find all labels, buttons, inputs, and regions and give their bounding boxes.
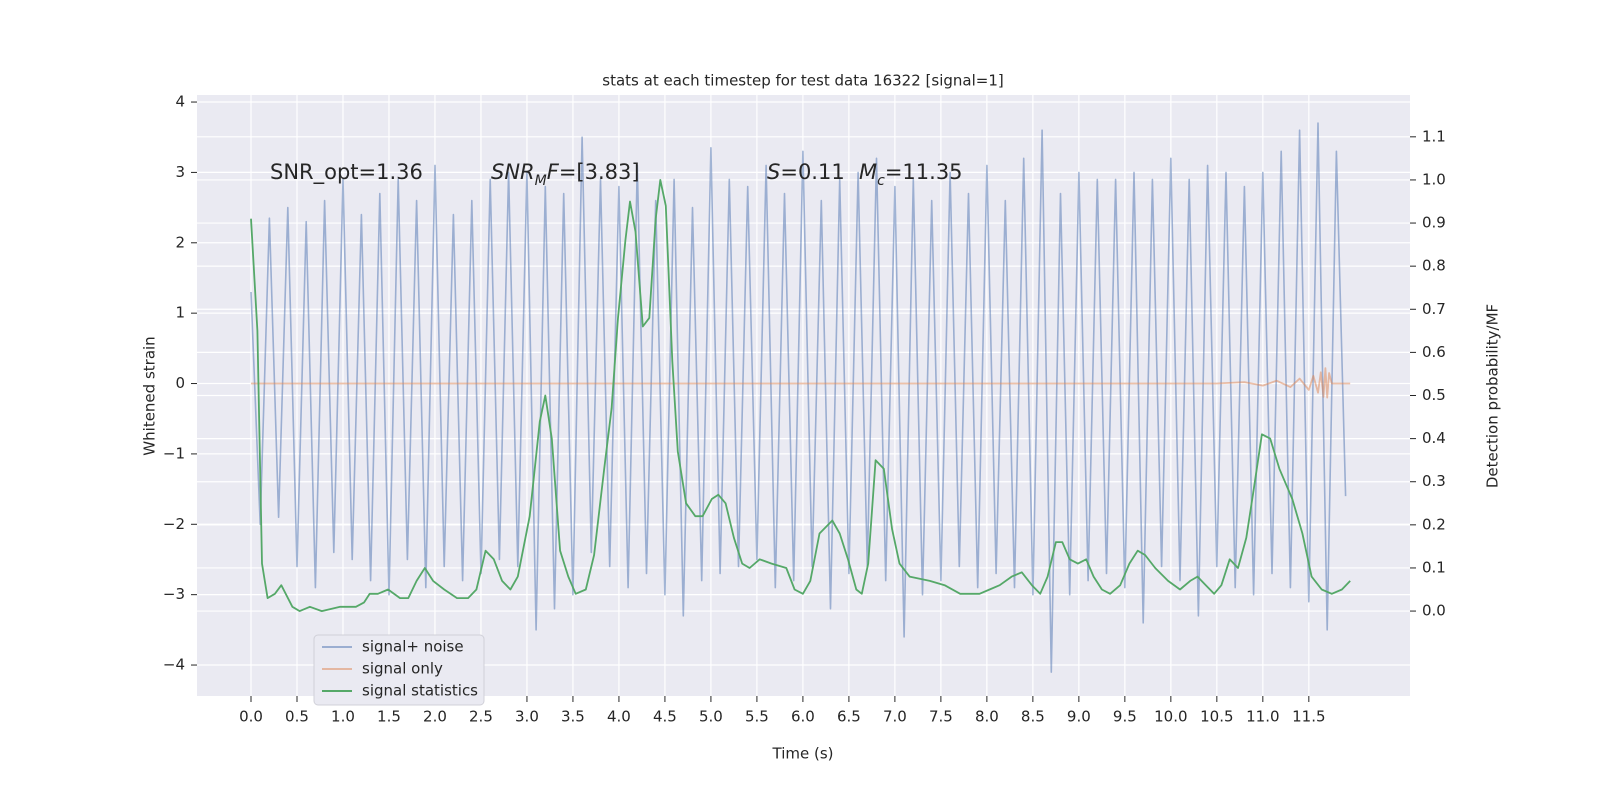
annotation-part: S (767, 160, 780, 184)
x-tick-label: 8.5 (1021, 708, 1045, 726)
x-tick-label: 9.0 (1067, 708, 1091, 726)
series-line (251, 367, 1351, 399)
x-tick-label: 11.5 (1292, 708, 1325, 726)
x-tick-label: 0.5 (285, 708, 309, 726)
y-tick-label: −4 (163, 656, 185, 674)
x-tick-label: 7.0 (883, 708, 907, 726)
legend-label: signal only (362, 660, 443, 678)
x-tick-label: 6.0 (791, 708, 815, 726)
y2-tick-label: 0.6 (1422, 343, 1446, 361)
y-tick-label: −2 (163, 515, 185, 533)
y2-tick-label: 0.8 (1422, 257, 1446, 275)
annotation-part: =0.11 (780, 160, 844, 184)
x-tick-label: 5.0 (699, 708, 723, 726)
annotation-part: c (877, 173, 885, 189)
y2-tick-label: 0.3 (1422, 472, 1446, 490)
annotation: S=0.11 (767, 160, 845, 184)
y2-axis-label: Detection probability/MF (1484, 304, 1502, 488)
y2-tick-label: 0.5 (1422, 386, 1446, 404)
legend: signal+ noise signal only signal statistic… (313, 634, 485, 706)
annotation-part: F (547, 160, 560, 184)
legend-label: signal+ noise (362, 638, 464, 656)
y2-tick-label: 0.1 (1422, 558, 1446, 576)
annotation-part: SNR_opt=1.36 (270, 160, 423, 185)
x-tick-label: 5.5 (745, 708, 769, 726)
y2-tick-label: 0.7 (1422, 300, 1446, 318)
legend-label: signal statistics (362, 682, 478, 700)
x-tick-label: 1.0 (331, 708, 355, 726)
x-tick-label: 11.0 (1246, 708, 1279, 726)
y2-tick-label: 0.0 (1422, 602, 1446, 620)
series-line (250, 179, 1351, 612)
legend-box (313, 634, 485, 706)
annotation: SNR_opt=1.36 (270, 160, 423, 185)
x-tick-label: 4.5 (653, 708, 677, 726)
annotation-part: =11.35 (885, 160, 963, 184)
x-tick-label: 8.0 (975, 708, 999, 726)
y2-tick-label: 0.2 (1422, 515, 1446, 533)
annotation: Mc=11.35 (859, 160, 963, 189)
y2-tick-label: 1.1 (1422, 127, 1446, 145)
annotation: SNRMF=[3.83] (491, 160, 640, 189)
y-tick-label: −1 (163, 444, 185, 462)
x-tick-label: 10.5 (1200, 708, 1233, 726)
x-tick-label: 7.5 (929, 708, 953, 726)
annotation-part: M (535, 173, 547, 189)
series-line (250, 122, 1347, 673)
y-tick-label: −3 (163, 585, 185, 603)
x-tick-label: 6.5 (837, 708, 861, 726)
y-tick-label: 4 (175, 93, 185, 111)
x-axis-label: Time (s) (772, 745, 834, 763)
annotation-part: M (859, 160, 877, 184)
x-tick-label: 4.0 (607, 708, 631, 726)
x-tick-label: 1.5 (377, 708, 401, 726)
chart-title: stats at each timestep for test data 163… (602, 72, 1003, 90)
x-tick-label: 10.0 (1154, 708, 1187, 726)
x-tick-label: 9.5 (1113, 708, 1137, 726)
y-tick-label: 1 (175, 304, 185, 322)
x-tick-label: 3.5 (561, 708, 585, 726)
y2-tick-label: 1.0 (1422, 170, 1446, 188)
x-tick-label: 2.0 (423, 708, 447, 726)
x-tick-label: 2.5 (469, 708, 493, 726)
annotation-part: =[3.83] (559, 160, 640, 184)
y-tick-label: 3 (175, 163, 185, 181)
y2-tick-label: 0.4 (1422, 429, 1446, 447)
y-tick-label: 0 (175, 374, 185, 392)
x-tick-label: 3.0 (515, 708, 539, 726)
x-tick-label: 0.0 (239, 708, 263, 726)
y-tick-label: 2 (175, 233, 185, 251)
y2-tick-label: 0.9 (1422, 214, 1446, 232)
annotation-part: SNR (491, 160, 535, 184)
y-axis-label: Whitened strain (141, 336, 159, 455)
